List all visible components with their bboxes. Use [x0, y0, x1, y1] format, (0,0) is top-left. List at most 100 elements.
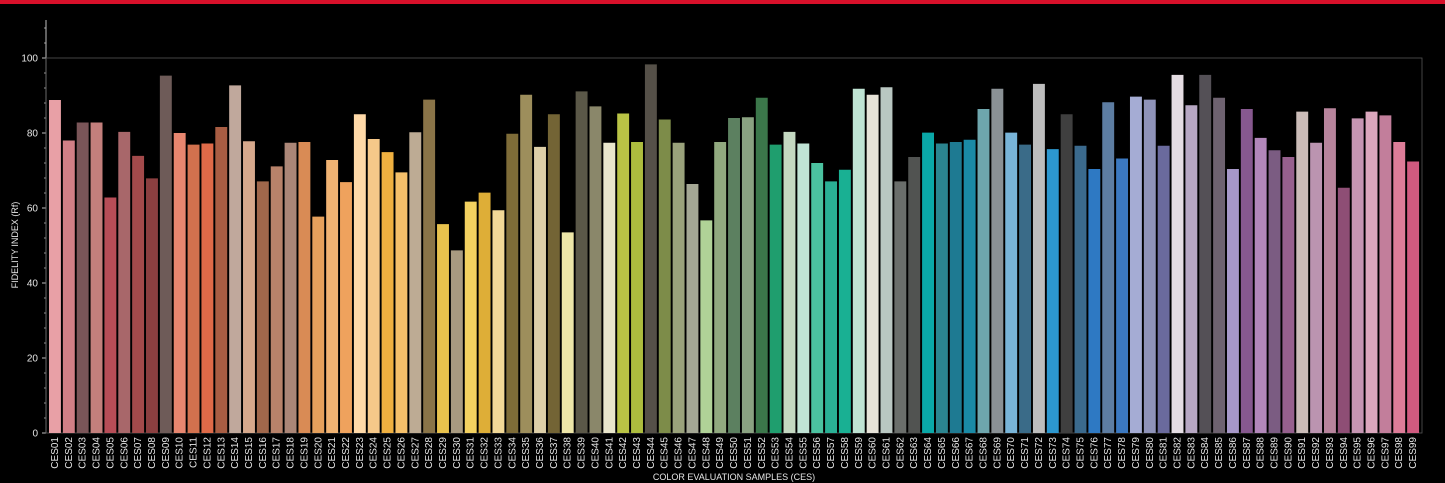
x-tick-label-ces37: CES37: [549, 437, 560, 469]
x-tick-label-ces12: CES12: [202, 437, 213, 469]
bar-ces23: [353, 114, 366, 433]
x-tick-label-ces08: CES08: [147, 437, 158, 469]
x-tick-label-ces96: CES96: [1367, 437, 1378, 469]
bar-ces44: [644, 64, 657, 434]
bar-ces09: [159, 75, 172, 434]
bar-ces84: [1199, 74, 1212, 434]
x-tick-label-ces77: CES77: [1103, 437, 1114, 469]
x-tick-label-ces21: CES21: [327, 437, 338, 469]
x-tick-label-ces95: CES95: [1353, 437, 1364, 469]
bar-ces90: [1282, 157, 1295, 433]
x-tick-label-ces29: CES29: [438, 437, 449, 469]
x-tick-label-ces17: CES17: [272, 437, 283, 469]
bar-ces21: [326, 160, 339, 433]
x-tick-label-ces20: CES20: [313, 437, 324, 469]
x-tick-label-ces13: CES13: [216, 437, 227, 469]
x-tick-label-ces72: CES72: [1034, 437, 1045, 469]
x-tick-label-ces14: CES14: [230, 437, 241, 469]
bar-ces37: [547, 114, 560, 433]
x-tick-label-ces53: CES53: [771, 437, 782, 469]
bar-ces31: [464, 201, 477, 434]
x-tick-label-ces69: CES69: [992, 437, 1003, 469]
bar-ces81: [1157, 145, 1170, 433]
bar-ces38: [561, 232, 574, 434]
x-tick-label-ces10: CES10: [175, 437, 186, 469]
x-tick-label-ces42: CES42: [618, 437, 629, 469]
bar-ces60: [866, 94, 879, 433]
x-tick-label-ces78: CES78: [1117, 437, 1128, 469]
bar-ces22: [340, 182, 352, 433]
bar-ces26: [395, 172, 408, 434]
x-tick-label-ces47: CES47: [687, 437, 698, 469]
x-tick-label-ces39: CES39: [577, 437, 588, 469]
x-tick-label-ces74: CES74: [1062, 437, 1073, 469]
bar-ces51: [741, 117, 754, 433]
x-tick-label-ces40: CES40: [590, 437, 601, 469]
x-tick-label-ces64: CES64: [923, 437, 934, 469]
bar-ces92: [1310, 142, 1323, 433]
y-tick-label: 80: [27, 129, 39, 140]
bar-ces04: [90, 122, 103, 433]
bar-ces07: [132, 155, 145, 433]
x-tick-label-ces62: CES62: [895, 437, 906, 469]
bar-ces80: [1143, 99, 1156, 434]
x-tick-label-ces90: CES90: [1283, 437, 1294, 469]
bar-ces89: [1268, 150, 1281, 433]
bar-ces10: [173, 133, 186, 433]
x-tick-label-ces87: CES87: [1242, 437, 1253, 469]
bar-ces40: [589, 106, 602, 434]
x-tick-label-ces49: CES49: [715, 437, 726, 469]
bar-ces03: [76, 122, 89, 433]
x-tick-label-ces35: CES35: [521, 437, 532, 469]
y-axis-title: FIDELITY INDEX (Rf): [10, 202, 20, 289]
x-tick-label-ces84: CES84: [1200, 437, 1211, 469]
y-tick-label: 100: [21, 54, 38, 65]
bar-ces36: [534, 146, 546, 434]
x-tick-label-ces75: CES75: [1075, 437, 1086, 469]
bar-ces62: [894, 181, 907, 433]
bar-ces25: [381, 152, 394, 433]
bar-ces32: [478, 192, 491, 433]
bar-ces61: [880, 87, 893, 433]
bar-ces91: [1296, 111, 1309, 434]
bar-ces46: [672, 142, 685, 433]
x-tick-label-ces24: CES24: [369, 437, 380, 469]
x-tick-label-ces83: CES83: [1186, 437, 1197, 469]
y-ticks: 0 20 40 60 80 100: [21, 27, 46, 440]
x-tick-label-ces67: CES67: [965, 437, 976, 469]
x-tick-label-ces09: CES09: [161, 437, 172, 469]
x-tick-label-ces70: CES70: [1006, 437, 1017, 469]
x-tick-label-ces52: CES52: [757, 437, 768, 469]
x-tick-label-ces32: CES32: [480, 437, 491, 469]
bar-ces49: [714, 142, 727, 433]
bar-ces29: [437, 224, 449, 433]
x-tick-labels: CES01 CES02 CES03 CES04 CES05 CES06 CES07 CES08…: [50, 437, 1419, 469]
x-tick-label-ces80: CES80: [1145, 437, 1156, 469]
bars: [49, 64, 1420, 434]
x-tick-label-ces59: CES59: [854, 437, 865, 469]
bar-ces63: [908, 157, 921, 433]
x-tick-label-ces89: CES89: [1270, 437, 1281, 469]
x-tick-label-ces30: CES30: [452, 437, 463, 469]
y-tick-label: 0: [32, 429, 38, 440]
bar-ces02: [62, 140, 75, 433]
x-tick-label-ces36: CES36: [535, 437, 546, 469]
bar-ces50: [728, 118, 740, 433]
x-tick-label-ces46: CES46: [674, 437, 685, 469]
x-tick-label-ces61: CES61: [881, 437, 892, 469]
bar-ces77: [1102, 102, 1115, 433]
x-tick-label-ces97: CES97: [1380, 437, 1391, 469]
x-tick-label-ces86: CES86: [1228, 437, 1239, 469]
x-tick-label-ces58: CES58: [840, 437, 851, 469]
bar-ces41: [603, 142, 616, 433]
bar-ces28: [423, 99, 436, 434]
bar-ces64: [922, 132, 935, 434]
x-tick-label-ces63: CES63: [909, 437, 920, 469]
x-tick-label-ces07: CES07: [133, 437, 144, 469]
bar-ces53: [769, 144, 782, 434]
bar-ces95: [1351, 118, 1364, 434]
x-tick-label-ces79: CES79: [1131, 437, 1142, 469]
bar-ces33: [492, 210, 505, 433]
y-axis: 0 20 40 60 80 100: [21, 20, 47, 440]
